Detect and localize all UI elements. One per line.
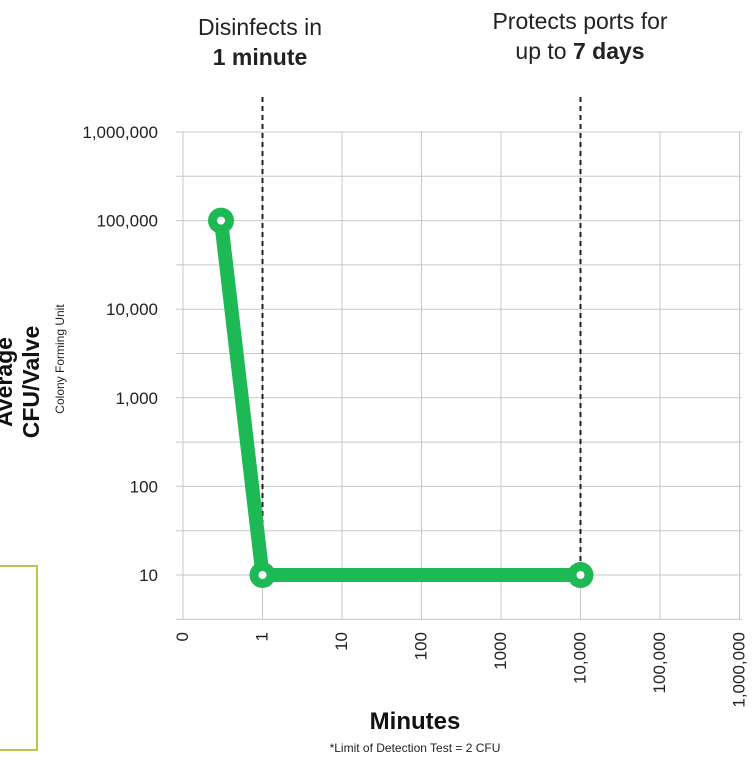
y-tick-label: 100,000 [97, 212, 158, 231]
data-point-center [217, 216, 225, 225]
y-tick-label: 10,000 [106, 300, 158, 319]
y-tick-label: 10 [139, 566, 158, 585]
annotation-protects-line1: Protects ports for [492, 8, 668, 34]
data-point-center [576, 571, 585, 579]
y-axis-sublabel: Colony Forming Unit [53, 304, 67, 414]
footnote: *Limit of Detection Test = 2 CFU [329, 741, 501, 755]
annotation-disinfects-line1: Disinfects in [198, 14, 322, 40]
x-tick-label: 1000 [491, 632, 510, 670]
y-tick-label: 1,000 [115, 389, 158, 408]
x-tick-label: 100,000 [650, 632, 669, 693]
y-tick-label: 100 [130, 477, 158, 496]
x-tick-label: 10 [332, 632, 351, 651]
x-tick-label: 1 [253, 632, 272, 641]
data-point-center [258, 571, 267, 579]
annotation-protects: Protects ports for up to 7 days [430, 6, 730, 66]
x-tick-label: 100 [412, 632, 431, 660]
x-tick-label: 1,000,000 [730, 632, 749, 708]
x-axis-label: Minutes [369, 708, 461, 735]
y-tick-label: 1,000,000 [82, 123, 158, 142]
annotation-disinfects-bold: 1 minute [212, 44, 308, 70]
y-axis-label: Average CFU/Valve [0, 325, 44, 439]
x-tick-label: 0 [173, 632, 192, 641]
side-frame [0, 565, 38, 751]
annotation-disinfects: Disinfects in 1 minute [170, 12, 350, 72]
x-tick-label: 10,000 [571, 632, 590, 684]
annotation-protects-bold: 7 days [572, 38, 645, 64]
annotation-protects-prefix: up to [515, 38, 573, 64]
